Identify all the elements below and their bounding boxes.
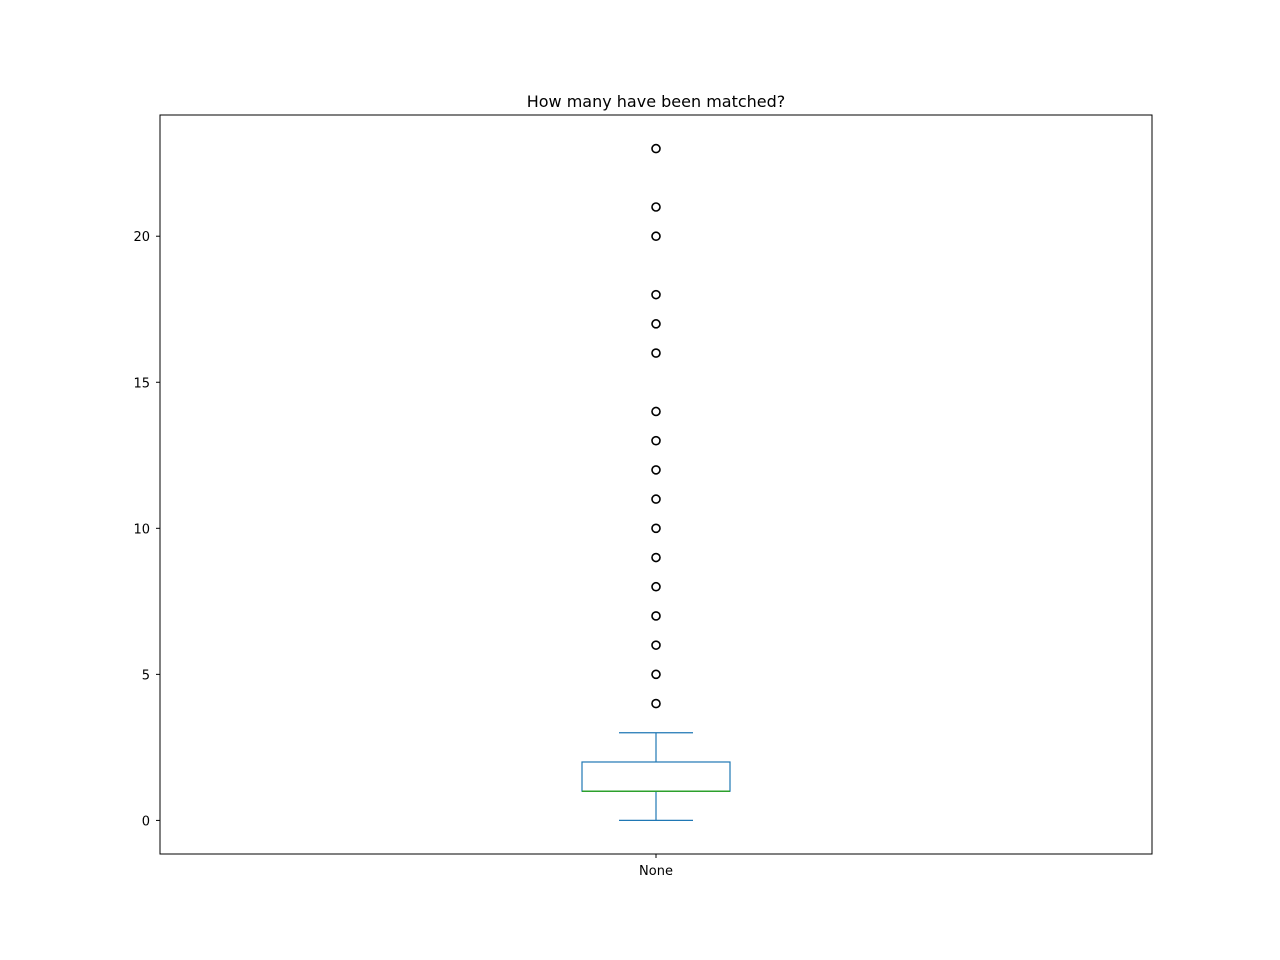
x-axis: None [639,854,673,879]
flier-point [651,523,661,534]
y-tick-label: 5 [142,668,150,683]
plot-area [581,143,731,822]
x-tick-label: None [639,864,673,879]
y-tick-label: 20 [133,230,150,245]
flier-point [651,640,661,650]
flier-point [651,465,661,475]
y-tick-label: 10 [133,522,150,537]
flier-point [651,435,661,446]
flier-point [651,319,661,329]
flier-point [651,231,661,242]
chart-title: How many have been matched? [527,92,786,111]
box-iqr [581,761,731,792]
y-axis: 0 5 10 15 20 [133,230,160,829]
flier-point [651,669,661,680]
y-tick-label: 15 [133,376,150,391]
flier-point [651,143,661,154]
flier-point [651,406,661,417]
flier-point [651,581,661,592]
flier-point [651,202,661,212]
flier-point [651,611,661,621]
y-tick-label: 0 [142,814,150,829]
flier-point [651,698,661,709]
flier-point [651,348,661,358]
flier-point [651,494,661,504]
flier-point [651,289,661,300]
flier-point [651,552,661,563]
